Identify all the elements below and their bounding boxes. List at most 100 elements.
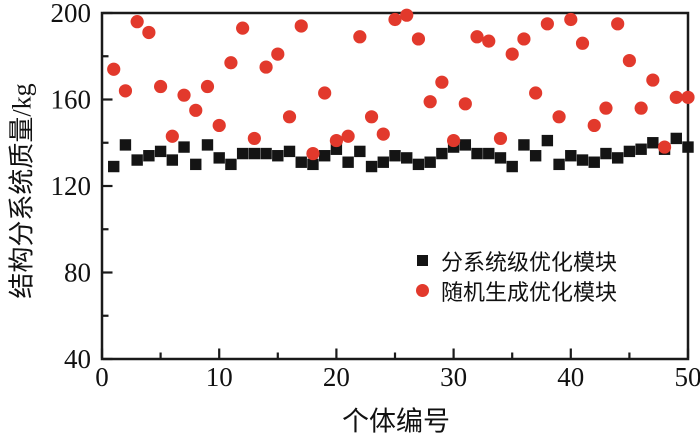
data-point-square <box>623 145 636 158</box>
data-point-square <box>576 154 589 166</box>
data-point-circle <box>599 101 613 115</box>
data-point-square <box>588 156 600 168</box>
data-point-square <box>436 147 448 160</box>
data-point-square <box>471 147 483 160</box>
data-point-square <box>178 141 190 153</box>
data-point-circle <box>575 36 590 50</box>
data-point-square <box>154 145 167 158</box>
data-point-circle <box>364 110 379 124</box>
data-point-square <box>283 145 296 158</box>
y-tick-label: 120 <box>51 171 92 201</box>
data-point-circle <box>622 53 637 68</box>
data-point-square <box>354 145 366 158</box>
data-point-square <box>213 152 225 164</box>
data-point-square <box>611 152 624 164</box>
data-point-circle <box>318 86 332 100</box>
data-point-circle <box>294 19 308 33</box>
data-point-square <box>483 147 495 160</box>
y-tick-label: 160 <box>51 85 92 115</box>
x-tick-label: 30 <box>440 362 467 392</box>
data-point-circle <box>118 84 133 98</box>
data-point-square <box>307 158 319 171</box>
data-point-square <box>424 156 436 168</box>
data-point-circle <box>529 86 543 100</box>
red-circle-marker-icon <box>409 284 435 297</box>
data-point-circle <box>271 47 285 61</box>
data-point-circle <box>517 32 531 46</box>
data-point-square <box>529 150 542 162</box>
data-point-circle <box>458 97 472 111</box>
data-point-circle <box>142 25 156 40</box>
data-point-circle <box>611 17 625 31</box>
y-tick-label: 40 <box>64 344 91 374</box>
legend-label-subsystem: 分系统级优化模块 <box>441 249 618 275</box>
x-tick-label: 40 <box>557 362 584 392</box>
data-point-circle <box>259 60 273 74</box>
data-point-circle <box>435 75 449 89</box>
data-point-square <box>248 147 261 160</box>
data-point-square <box>494 152 507 164</box>
data-point-square <box>682 141 694 153</box>
data-point-circle <box>587 118 601 133</box>
data-point-circle <box>482 34 496 48</box>
legend: 分系统级优化模块 随机生成优化模块 <box>409 247 618 305</box>
x-axis-title: 个体编号 <box>342 406 450 437</box>
data-point-square <box>553 158 565 171</box>
data-point-circle <box>236 21 250 35</box>
data-point-circle <box>646 73 660 87</box>
data-point-square <box>647 137 659 149</box>
data-point-circle <box>447 133 461 148</box>
data-point-circle <box>493 131 508 146</box>
data-point-circle <box>329 133 343 148</box>
data-point-square <box>190 158 202 171</box>
x-tick-label: 0 <box>95 362 109 392</box>
data-point-square <box>541 134 554 147</box>
data-point-square <box>412 158 425 171</box>
data-point-circle <box>177 88 191 102</box>
data-point-circle <box>107 62 121 76</box>
data-point-circle <box>423 95 437 109</box>
y-tick-label: 80 <box>64 258 91 288</box>
data-point-square <box>201 139 214 151</box>
data-point-square <box>131 154 143 166</box>
data-point-square <box>670 132 682 145</box>
y-tick-label: 200 <box>51 0 92 28</box>
data-point-circle <box>212 118 226 133</box>
data-point-circle <box>552 110 566 124</box>
data-point-square <box>635 143 647 155</box>
data-point-circle <box>200 79 215 94</box>
data-point-circle <box>657 140 672 154</box>
data-point-circle <box>154 79 168 94</box>
data-point-square <box>260 147 272 160</box>
data-point-square <box>377 156 389 168</box>
plot-frame <box>100 11 690 361</box>
data-point-circle <box>306 146 320 161</box>
black-square-marker-icon <box>409 255 435 266</box>
data-point-circle <box>189 103 203 117</box>
data-point-square <box>318 150 331 162</box>
data-point-circle <box>681 90 695 104</box>
data-point-circle <box>165 129 179 143</box>
data-point-circle <box>376 127 390 141</box>
legend-row-subsystem: 分系统级优化模块 <box>409 247 618 275</box>
data-point-circle <box>669 90 683 104</box>
data-point-circle <box>400 8 414 22</box>
data-point-circle <box>247 131 261 146</box>
data-point-circle <box>540 17 554 31</box>
data-point-circle <box>634 101 648 115</box>
data-point-square <box>295 156 307 168</box>
legend-label-random: 随机生成优化模块 <box>441 279 618 305</box>
data-point-square <box>565 150 577 162</box>
data-point-circle <box>470 30 484 44</box>
data-point-square <box>365 160 378 173</box>
data-point-circle <box>282 110 297 124</box>
data-point-square <box>506 160 518 173</box>
data-point-square <box>119 139 132 151</box>
x-tick-label: 20 <box>323 362 350 392</box>
data-point-circle <box>224 56 238 70</box>
data-point-square <box>236 147 249 160</box>
data-point-square <box>389 150 401 162</box>
legend-row-random: 随机生成优化模块 <box>409 277 618 305</box>
